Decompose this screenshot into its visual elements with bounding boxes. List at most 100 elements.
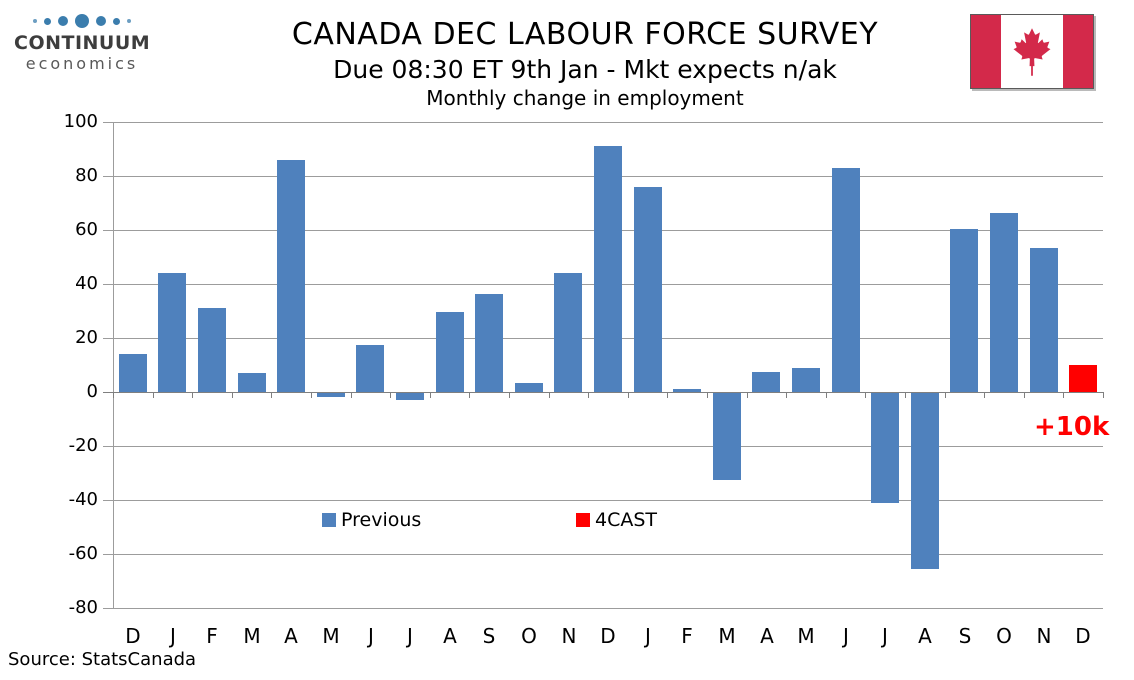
previous-bar (752, 372, 780, 392)
x-axis-category-label: A (443, 624, 457, 648)
gridline (103, 446, 1103, 447)
previous-bar (634, 187, 662, 392)
previous-bar (436, 312, 464, 392)
logo-dot-icon (58, 16, 68, 26)
x-axis-category-label: O (996, 624, 1012, 648)
x-axis-tick (1063, 392, 1064, 398)
flag-right-band (1063, 15, 1093, 88)
x-axis-tick (905, 392, 906, 398)
logo-dot-icon (96, 16, 106, 26)
forecast-series-swatch-icon (576, 513, 590, 527)
previous-bar (1030, 248, 1058, 393)
x-axis-tick (628, 392, 629, 398)
canada-flag-icon (970, 14, 1094, 89)
y-axis-tick-label: -20 (68, 435, 98, 456)
previous-bar (475, 294, 503, 393)
x-axis-category-label: J (843, 624, 849, 648)
x-axis-category-label: J (170, 624, 176, 648)
x-axis-tick (232, 392, 233, 398)
x-axis-tick (113, 392, 114, 398)
x-axis-tick (1024, 392, 1025, 398)
previous-bar (594, 146, 622, 392)
previous-bar (396, 392, 424, 400)
y-axis-tick-label: -60 (68, 543, 98, 564)
previous-bar (792, 368, 820, 392)
x-axis-tick (469, 392, 470, 398)
y-axis-tick-label: -40 (68, 489, 98, 510)
previous-bar (515, 383, 543, 392)
previous-bar (356, 345, 384, 392)
flag-left-band (971, 15, 1001, 88)
flag-white-field (1001, 15, 1063, 88)
x-axis-category-label: M (243, 624, 261, 648)
previous-bar (277, 160, 305, 392)
y-axis-tick-label: 0 (86, 381, 98, 402)
x-axis-category-label: J (368, 624, 374, 648)
x-axis-tick (588, 392, 589, 398)
x-axis-category-label: F (681, 624, 693, 648)
y-axis-tick-label: 100 (63, 111, 98, 132)
y-axis-tick-label: -80 (68, 597, 98, 618)
legend-label-4cast: 4CAST (595, 509, 658, 531)
x-axis-tick (390, 392, 391, 398)
x-axis-tick (945, 392, 946, 398)
x-axis-tick (984, 392, 985, 398)
previous-bar (238, 373, 266, 392)
logo-dot-icon (44, 17, 51, 25)
logo-subbrand: economics (25, 54, 139, 73)
previous-bar (832, 168, 860, 392)
previous-bar (158, 273, 186, 392)
gridline (103, 554, 1103, 555)
x-axis-tick (509, 392, 510, 398)
x-axis-category-label: M (322, 624, 340, 648)
x-axis-category-label: F (206, 624, 218, 648)
x-axis-category-label: J (882, 624, 888, 648)
y-axis-tick-label: 20 (75, 327, 98, 348)
x-axis-category-label: D (600, 624, 616, 648)
logo-dots-icon (14, 12, 150, 30)
x-axis-category-label: N (561, 624, 577, 648)
previous-series-swatch-icon (322, 513, 336, 527)
legend-item-4cast: 4CAST (576, 509, 657, 531)
x-axis-category-label: D (125, 624, 141, 648)
forecast-bar (1069, 365, 1097, 392)
x-axis-tick (549, 392, 550, 398)
x-axis-tick (311, 392, 312, 398)
logo-dot-icon (127, 19, 131, 23)
logo-wordmark: CONTINUUM (14, 32, 151, 54)
y-axis-tick-label: 40 (75, 273, 98, 294)
x-axis-category-label: J (407, 624, 413, 648)
x-axis-category-label: A (918, 624, 932, 648)
x-axis-category-label: O (521, 624, 537, 648)
previous-bar (713, 392, 741, 480)
x-axis-tick (430, 392, 431, 398)
x-axis-category-label: A (284, 624, 298, 648)
x-axis-tick (707, 392, 708, 398)
x-axis-tick (153, 392, 154, 398)
gridline (103, 608, 1103, 609)
logo-dot-icon (75, 14, 89, 28)
previous-bar (990, 213, 1018, 393)
x-axis-tick (786, 392, 787, 398)
previous-bar (911, 392, 939, 569)
previous-bar (673, 389, 701, 392)
x-axis-category-label: A (760, 624, 774, 648)
previous-bar (317, 392, 345, 397)
x-axis-category-label: M (797, 624, 815, 648)
logo-dot-icon (113, 17, 120, 25)
x-axis-tick (865, 392, 866, 398)
x-axis-tick (351, 392, 352, 398)
legend-label-previous: Previous (341, 509, 422, 531)
x-axis-tick (667, 392, 668, 398)
legend-item-previous: Previous (322, 509, 421, 531)
x-axis-tick (192, 392, 193, 398)
maple-leaf-icon (1013, 27, 1051, 76)
x-axis-category-label: M (718, 624, 736, 648)
previous-bar (198, 308, 226, 392)
forecast-value-annotation: +10k (1034, 412, 1110, 442)
x-axis-tick (271, 392, 272, 398)
x-axis-tick (747, 392, 748, 398)
x-axis-category-label: N (1036, 624, 1052, 648)
y-axis-tick-label: 80 (75, 165, 98, 186)
